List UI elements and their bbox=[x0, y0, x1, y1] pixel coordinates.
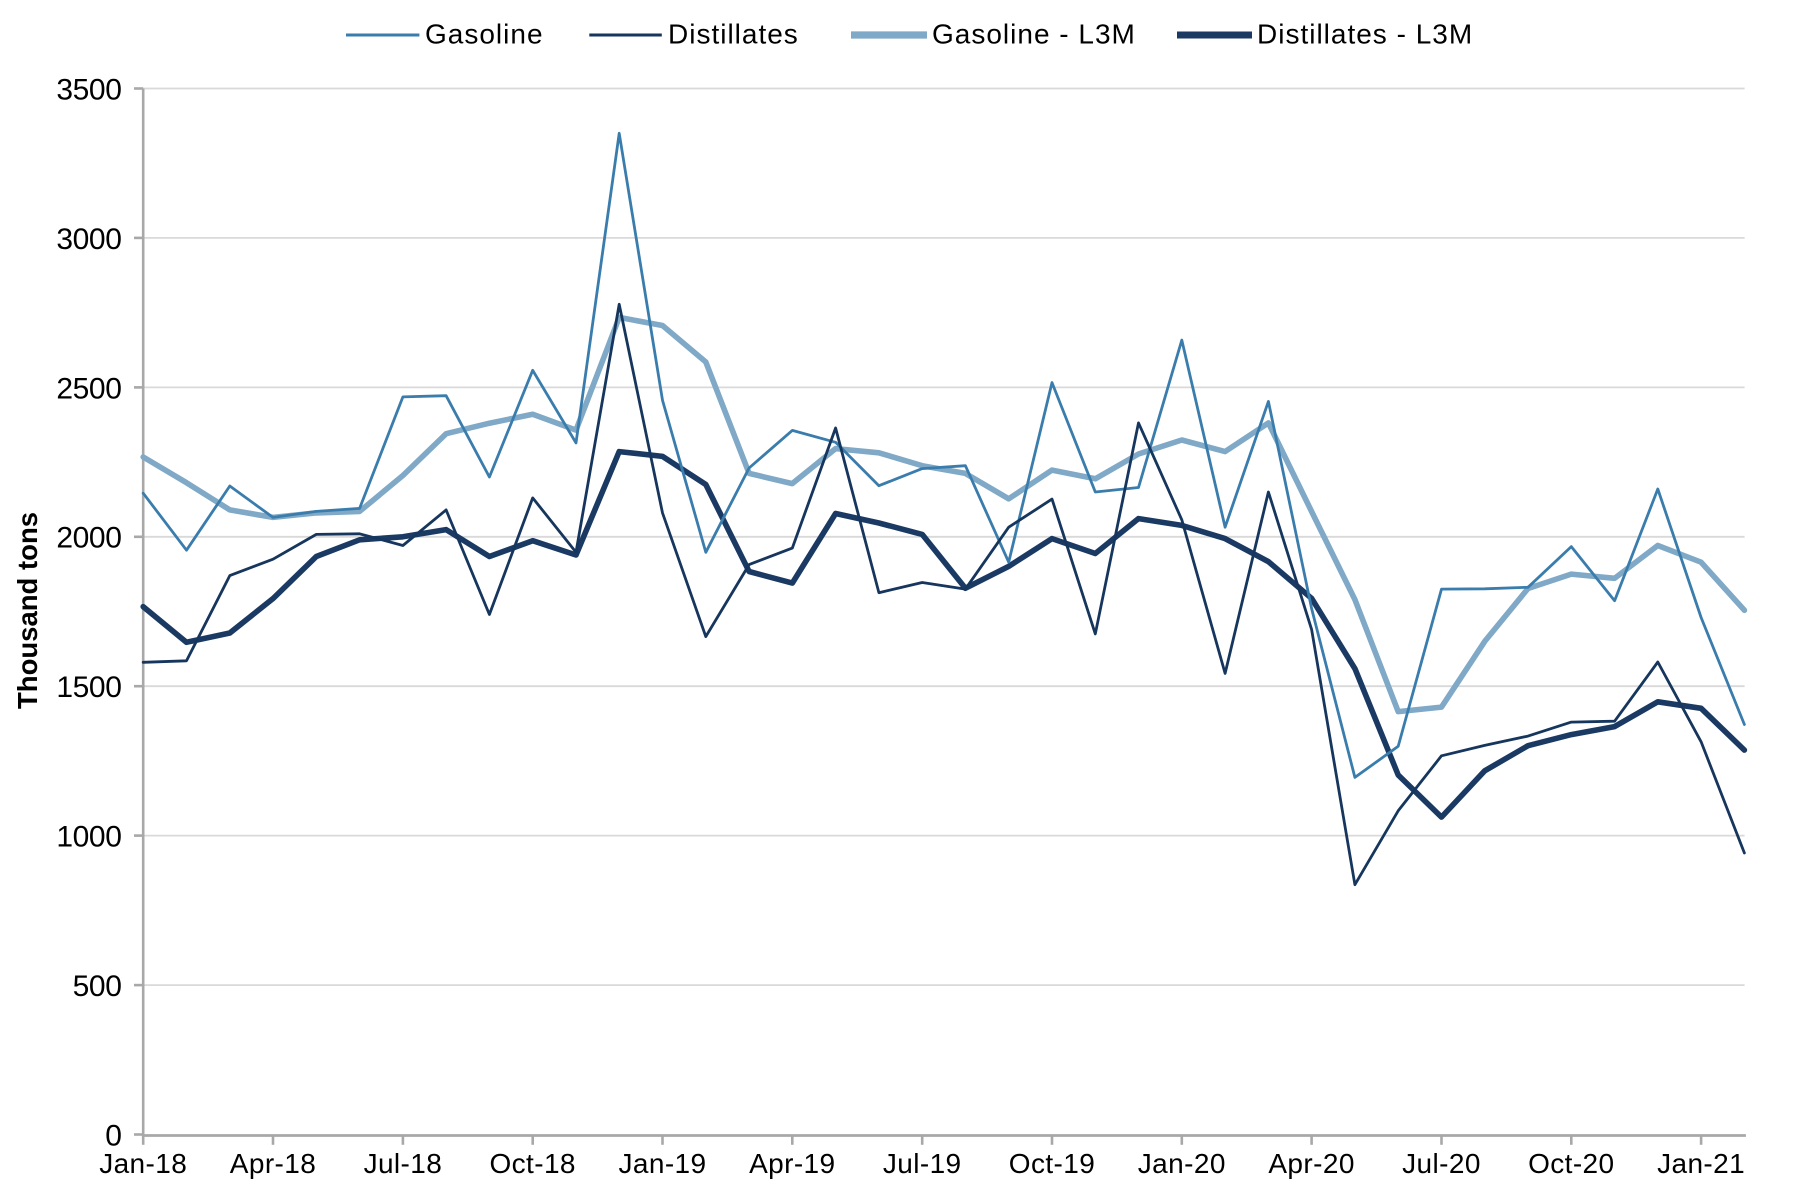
svg-text:Gasoline - L3M: Gasoline - L3M bbox=[932, 19, 1136, 50]
svg-text:Gasoline: Gasoline bbox=[425, 19, 544, 50]
svg-text:Oct-18: Oct-18 bbox=[489, 1148, 575, 1179]
svg-text:Jan-21: Jan-21 bbox=[1657, 1148, 1745, 1179]
svg-text:2000: 2000 bbox=[56, 522, 121, 555]
svg-text:Oct-19: Oct-19 bbox=[1009, 1148, 1095, 1179]
svg-text:Jan-19: Jan-19 bbox=[618, 1148, 706, 1179]
svg-text:Jul-20: Jul-20 bbox=[1402, 1148, 1481, 1179]
svg-text:Jan-18: Jan-18 bbox=[99, 1148, 187, 1179]
svg-text:Jan-20: Jan-20 bbox=[1138, 1148, 1226, 1179]
svg-text:Oct-20: Oct-20 bbox=[1528, 1148, 1614, 1179]
svg-text:3500: 3500 bbox=[56, 73, 121, 106]
svg-text:3000: 3000 bbox=[56, 223, 121, 256]
svg-text:Apr-20: Apr-20 bbox=[1268, 1148, 1354, 1179]
svg-text:Thousand tons: Thousand tons bbox=[12, 512, 43, 709]
svg-text:1500: 1500 bbox=[56, 671, 121, 704]
svg-text:Jul-18: Jul-18 bbox=[364, 1148, 443, 1179]
svg-text:Jul-19: Jul-19 bbox=[883, 1148, 962, 1179]
svg-text:Apr-19: Apr-19 bbox=[749, 1148, 835, 1179]
svg-text:Apr-18: Apr-18 bbox=[230, 1148, 316, 1179]
svg-text:1000: 1000 bbox=[56, 821, 121, 854]
svg-text:0: 0 bbox=[105, 1119, 121, 1152]
svg-text:Distillates: Distillates bbox=[668, 19, 799, 50]
svg-text:500: 500 bbox=[73, 970, 122, 1003]
svg-text:2500: 2500 bbox=[56, 372, 121, 405]
svg-text:Distillates - L3M: Distillates - L3M bbox=[1257, 19, 1473, 50]
